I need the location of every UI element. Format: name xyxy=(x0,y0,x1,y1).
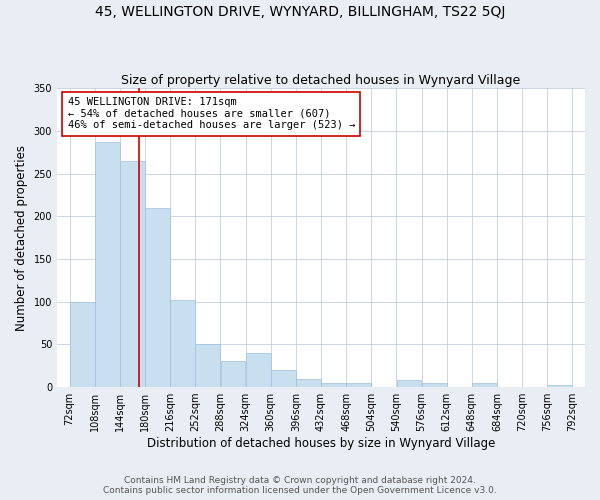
Bar xyxy=(145,208,170,387)
Bar xyxy=(547,386,572,387)
Y-axis label: Number of detached properties: Number of detached properties xyxy=(15,144,28,330)
Text: 45, WELLINGTON DRIVE, WYNYARD, BILLINGHAM, TS22 5QJ: 45, WELLINGTON DRIVE, WYNYARD, BILLINGHA… xyxy=(95,5,505,19)
Bar xyxy=(397,380,421,387)
Bar xyxy=(95,142,120,387)
Bar xyxy=(170,300,195,387)
Text: Contains HM Land Registry data © Crown copyright and database right 2024.
Contai: Contains HM Land Registry data © Crown c… xyxy=(103,476,497,495)
Title: Size of property relative to detached houses in Wynyard Village: Size of property relative to detached ho… xyxy=(121,74,521,87)
Bar xyxy=(221,362,245,387)
Bar xyxy=(196,344,220,387)
Bar xyxy=(120,161,145,387)
X-axis label: Distribution of detached houses by size in Wynyard Village: Distribution of detached houses by size … xyxy=(147,437,495,450)
Bar xyxy=(246,353,271,387)
Bar xyxy=(70,302,95,387)
Bar xyxy=(296,378,321,387)
Bar xyxy=(346,383,371,387)
Bar xyxy=(271,370,296,387)
Bar xyxy=(321,383,346,387)
Text: 45 WELLINGTON DRIVE: 171sqm
← 54% of detached houses are smaller (607)
46% of se: 45 WELLINGTON DRIVE: 171sqm ← 54% of det… xyxy=(68,97,355,130)
Bar xyxy=(472,383,497,387)
Bar xyxy=(422,383,446,387)
